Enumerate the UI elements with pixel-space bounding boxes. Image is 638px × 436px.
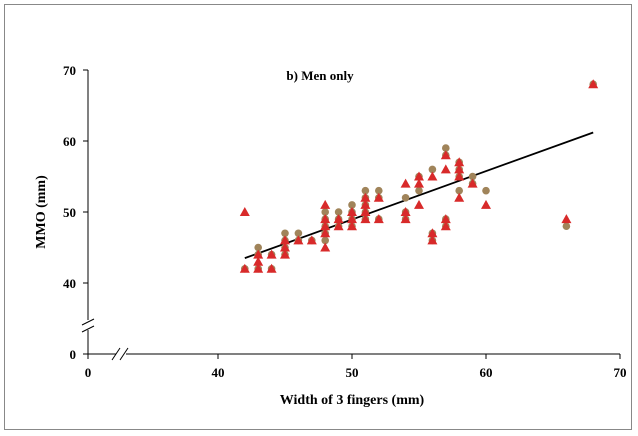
triangle-point xyxy=(253,263,264,273)
triangle-point xyxy=(280,242,290,252)
y-tick-label: 50 xyxy=(63,205,76,220)
triangle-point xyxy=(347,207,357,216)
triangle-point xyxy=(414,178,424,188)
circle-point xyxy=(428,165,437,174)
triangle-point xyxy=(333,214,344,224)
x-tick-label: 60 xyxy=(480,365,493,380)
chart-frame xyxy=(4,4,632,430)
triangle-point xyxy=(253,256,264,266)
triangle-point xyxy=(266,249,277,259)
circle-point xyxy=(442,144,450,152)
circle-point xyxy=(254,243,262,252)
triangle-point xyxy=(400,178,411,188)
triangle-point xyxy=(467,178,478,188)
circle-point xyxy=(361,186,370,195)
y-tick-label: 0 xyxy=(70,347,77,362)
triangle-point xyxy=(454,171,465,181)
circle-point xyxy=(375,186,383,195)
triangle-point xyxy=(360,207,371,216)
triangle-point xyxy=(400,207,411,216)
triangle-point xyxy=(440,221,451,231)
x-axis-break-mark xyxy=(119,347,129,361)
triangle-point xyxy=(373,192,384,202)
triangle-point xyxy=(293,235,304,245)
circle-point xyxy=(348,201,356,209)
circle-point xyxy=(294,229,303,238)
triangle-point xyxy=(320,228,331,238)
data-markers xyxy=(239,79,599,273)
triangle-point xyxy=(454,192,465,202)
triangle-point xyxy=(414,199,424,209)
triangle-point xyxy=(454,164,465,174)
y-tick-label: 60 xyxy=(63,134,76,149)
triangle-point xyxy=(454,157,465,167)
triangle-point xyxy=(440,214,451,224)
circle-point xyxy=(321,208,330,216)
y-axis-break-mark xyxy=(81,318,95,326)
triangle-point xyxy=(360,214,371,224)
triangle-point xyxy=(333,221,344,231)
triangle-point xyxy=(414,171,424,181)
x-tick-label: 0 xyxy=(85,365,92,380)
triangle-point xyxy=(347,221,357,231)
circle-point xyxy=(334,208,343,216)
x-axis-break-mark xyxy=(111,347,121,361)
x-tick-label: 50 xyxy=(346,365,359,380)
circle-point xyxy=(482,186,490,195)
circle-point xyxy=(415,186,423,195)
y-axis-break-mark xyxy=(81,325,95,333)
triangle-point xyxy=(320,199,331,209)
triangle-point xyxy=(239,207,250,216)
y-tick-label: 70 xyxy=(63,63,76,78)
trendline-group xyxy=(244,131,594,259)
triangle-point xyxy=(561,214,572,224)
triangle-point xyxy=(320,214,331,224)
triangle-point xyxy=(266,263,277,273)
axes: 0 40 50 60 70 0 40 50 60 70 xyxy=(63,63,627,380)
triangle-point xyxy=(400,214,411,224)
x-axis-label: Width of 3 fingers (mm) xyxy=(280,393,425,408)
triangle-point xyxy=(306,235,317,245)
triangle-point xyxy=(427,171,438,181)
y-axis-label: MMO (mm) xyxy=(34,175,49,249)
circle-point xyxy=(562,222,571,230)
circle-point xyxy=(401,194,410,202)
circle-point xyxy=(321,236,330,245)
triangle-point xyxy=(360,192,371,202)
chart-title: b) Men only xyxy=(286,68,354,83)
triangle-point xyxy=(320,242,331,252)
triangle-point xyxy=(481,199,491,209)
triangle-point xyxy=(440,164,451,174)
triangle-point xyxy=(360,199,371,209)
triangle-point xyxy=(280,235,290,245)
triangle-point xyxy=(320,221,331,231)
triangle-point xyxy=(239,263,250,273)
circle-point xyxy=(455,186,464,195)
x-tick-label: 70 xyxy=(614,365,627,380)
triangle-point xyxy=(373,214,384,224)
circle-point xyxy=(281,229,289,238)
triangle-point xyxy=(440,150,451,160)
triangle-point xyxy=(253,249,264,259)
triangle-point xyxy=(588,79,599,89)
triangle-point xyxy=(427,228,438,238)
trendline xyxy=(244,131,594,259)
triangle-point xyxy=(347,214,357,224)
y-tick-label: 40 xyxy=(63,276,76,291)
x-tick-label: 40 xyxy=(212,365,225,380)
triangle-point xyxy=(280,249,290,259)
circle-point xyxy=(468,172,477,181)
triangle-point xyxy=(427,235,438,245)
